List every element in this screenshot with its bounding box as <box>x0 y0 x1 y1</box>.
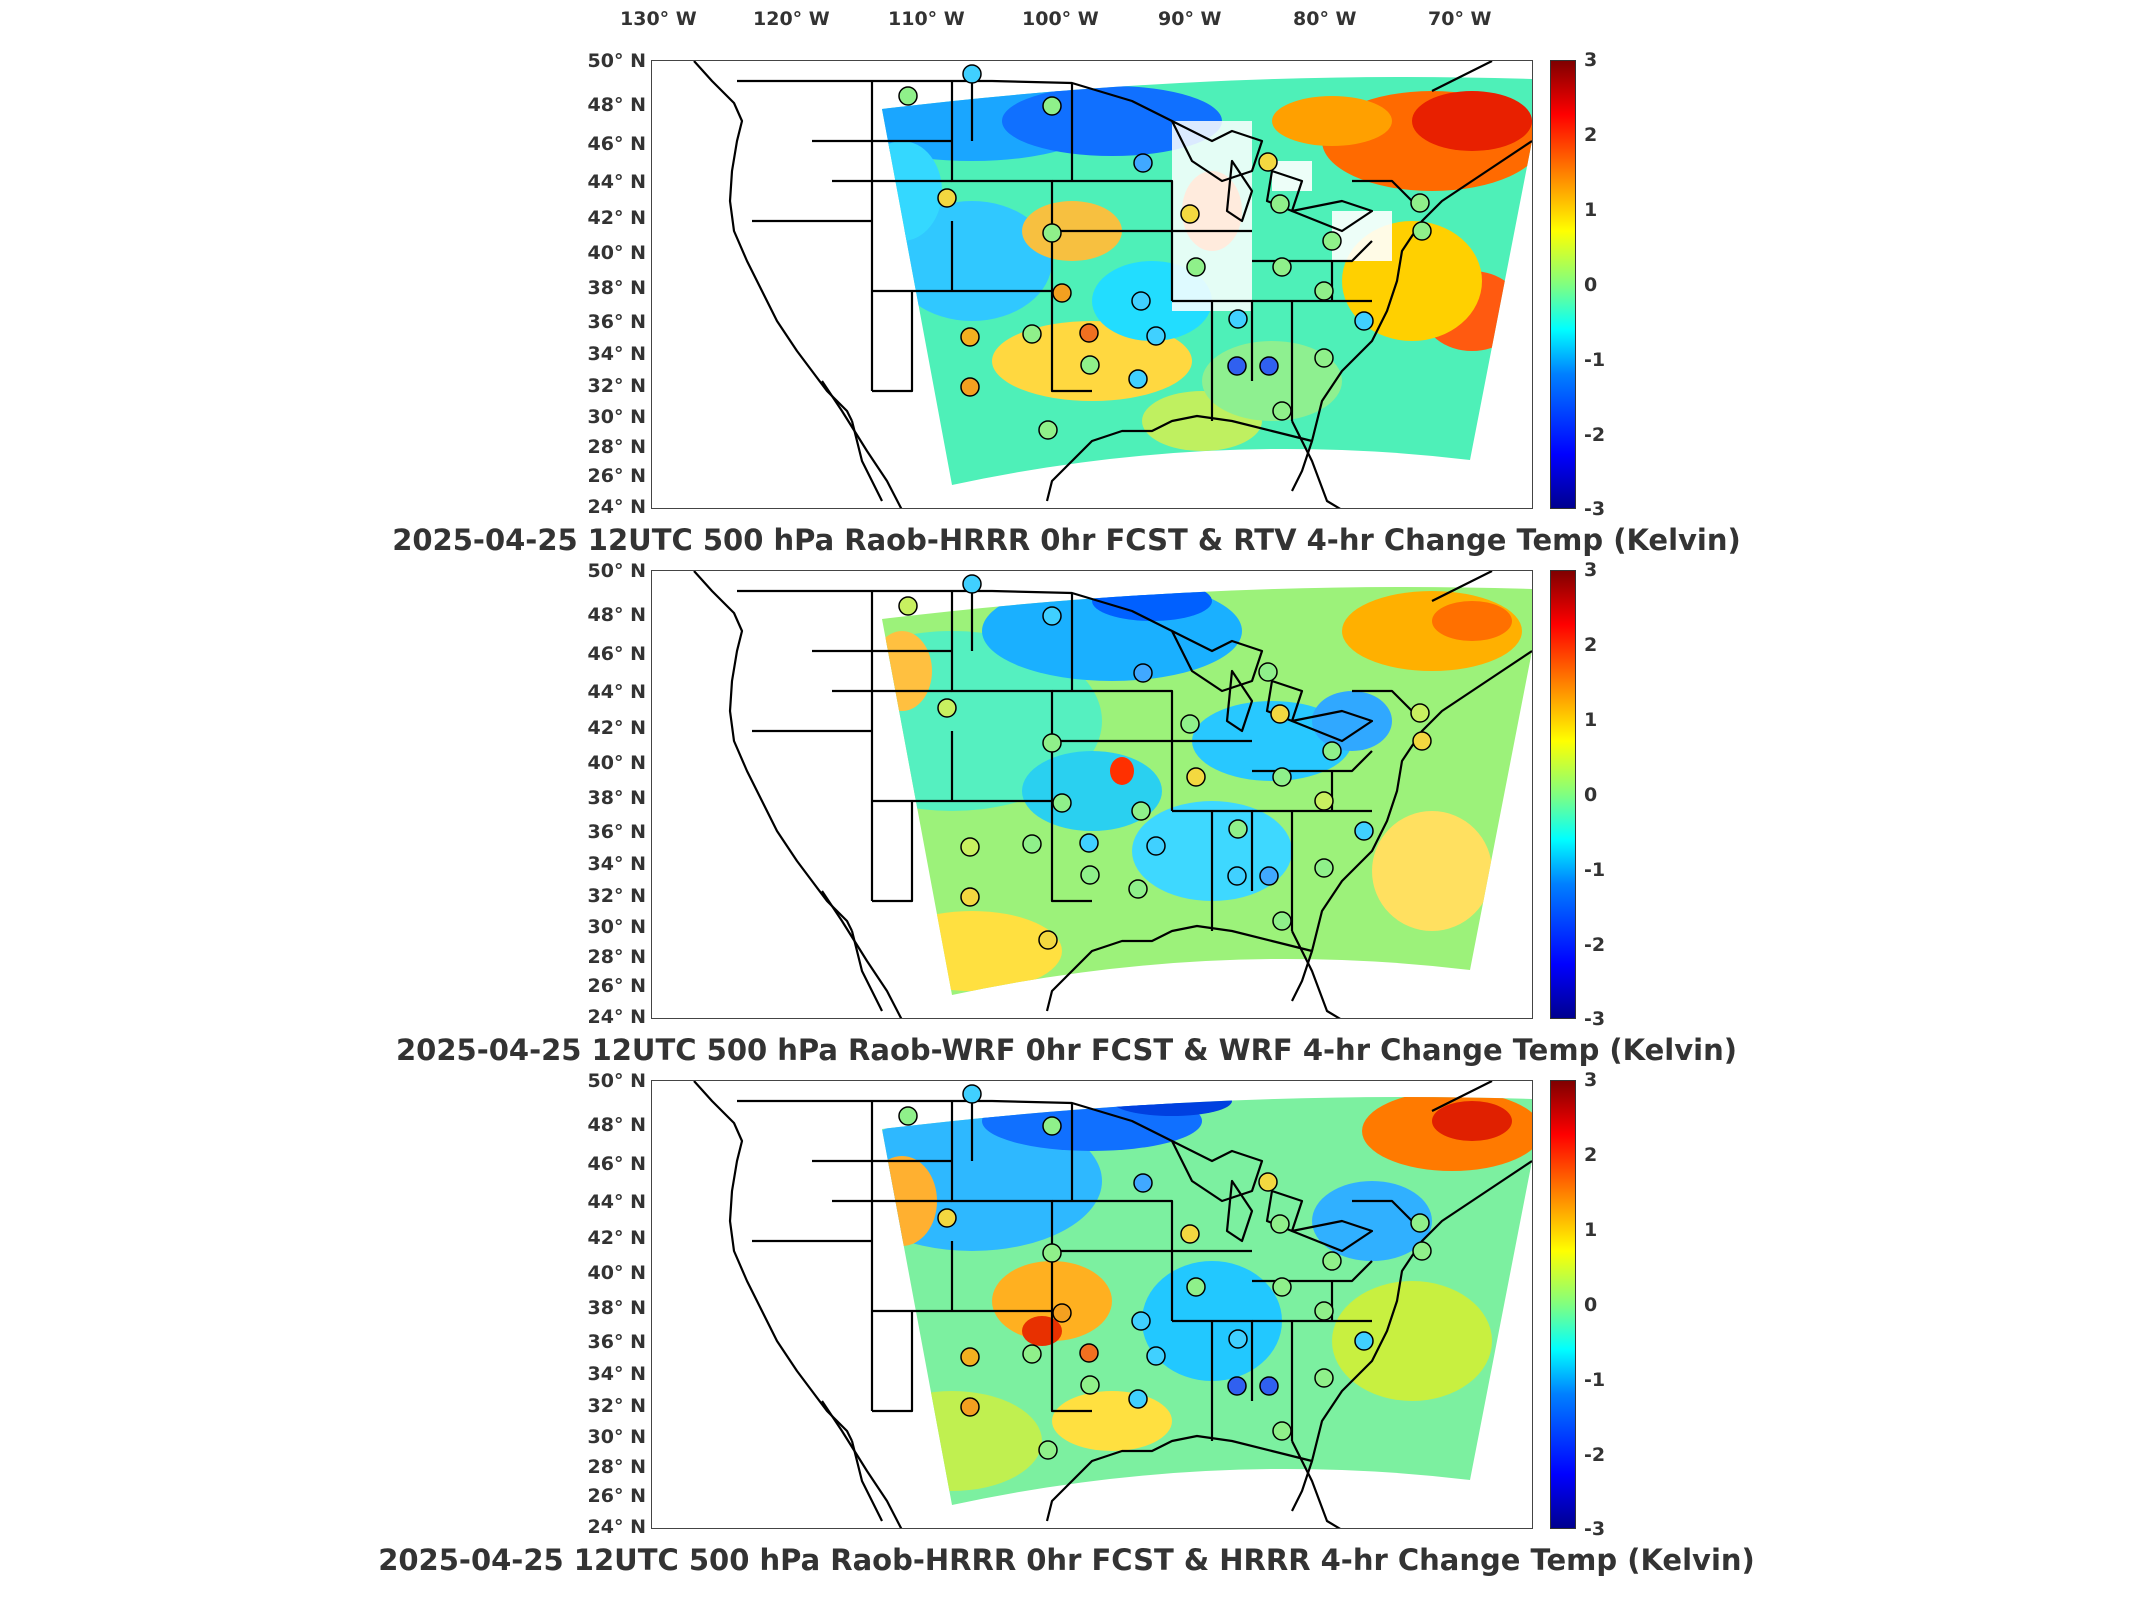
lon-label: 80° W <box>1293 8 1357 30</box>
colorbar-tick: 0 <box>1584 274 1598 296</box>
lat-label: 28° N <box>587 1456 646 1478</box>
lat-label: 38° N <box>587 277 646 299</box>
lat-label: 40° N <box>587 1262 646 1284</box>
lat-label: 26° N <box>587 465 646 487</box>
lat-label: 44° N <box>587 681 646 703</box>
lat-label: 46° N <box>587 133 646 155</box>
colorbar-tick: -3 <box>1584 1008 1606 1030</box>
colorbar-tick: 1 <box>1584 1219 1598 1241</box>
lat-label: 44° N <box>587 1191 646 1213</box>
lat-label: 40° N <box>587 242 646 264</box>
panel-title: 2025-04-25 12UTC 500 hPa Raob-HRRR 0hr F… <box>378 1543 1755 1577</box>
lat-label: 30° N <box>587 916 646 938</box>
colorbar-tick: 1 <box>1584 199 1598 221</box>
colorbar-tick: -1 <box>1584 1369 1606 1391</box>
temperature-change-map <box>652 571 1532 1018</box>
temperature-change-map <box>652 61 1532 508</box>
lon-label: 120° W <box>753 8 830 30</box>
lat-label: 46° N <box>587 1153 646 1175</box>
colorbar-tick: 0 <box>1584 784 1598 806</box>
lat-label: 24° N <box>587 1006 646 1028</box>
lon-label: 110° W <box>888 8 965 30</box>
lat-label: 34° N <box>587 343 646 365</box>
lat-label: 34° N <box>587 853 646 875</box>
colorbar-tick: -1 <box>1584 349 1606 371</box>
lat-label: 28° N <box>587 436 646 458</box>
lon-label: 90° W <box>1158 8 1222 30</box>
colorbar-tick: -3 <box>1584 1518 1606 1540</box>
lon-label: 70° W <box>1428 8 1492 30</box>
colorbar-tick: 2 <box>1584 124 1598 146</box>
lat-label: 36° N <box>587 1331 646 1353</box>
colorbar-tick: 0 <box>1584 1294 1598 1316</box>
lat-label: 46° N <box>587 643 646 665</box>
colorbar-tick: 1 <box>1584 709 1598 731</box>
colorbar-tick: -2 <box>1584 424 1606 446</box>
panel-title: 2025-04-25 12UTC 500 hPa Raob-HRRR 0hr F… <box>392 523 1741 557</box>
colorbar-tick: -1 <box>1584 859 1606 881</box>
lat-label: 42° N <box>587 1227 646 1249</box>
lat-label: 44° N <box>587 171 646 193</box>
lat-label: 34° N <box>587 1363 646 1385</box>
lat-label: 50° N <box>587 560 646 582</box>
colorbar-tick: 3 <box>1584 1069 1598 1091</box>
colorbar-tick: 3 <box>1584 559 1598 581</box>
colorbar-tick: 2 <box>1584 634 1598 656</box>
lat-label: 24° N <box>587 1516 646 1538</box>
lat-label: 26° N <box>587 975 646 997</box>
lat-label: 48° N <box>587 604 646 626</box>
lat-label: 50° N <box>587 1070 646 1092</box>
lat-label: 40° N <box>587 752 646 774</box>
lat-label: 32° N <box>587 1395 646 1417</box>
colorbar <box>1550 1080 1576 1529</box>
lat-label: 42° N <box>587 207 646 229</box>
lon-label: 130° W <box>620 8 697 30</box>
lat-label: 32° N <box>587 375 646 397</box>
lat-label: 36° N <box>587 821 646 843</box>
lon-label: 100° W <box>1022 8 1099 30</box>
colorbar <box>1550 570 1576 1019</box>
map-frame <box>651 570 1533 1019</box>
colorbar-tick: -3 <box>1584 498 1606 520</box>
temperature-change-map <box>652 1081 1532 1528</box>
map-frame <box>651 60 1533 509</box>
lat-label: 50° N <box>587 50 646 72</box>
lat-label: 48° N <box>587 94 646 116</box>
panel-title: 2025-04-25 12UTC 500 hPa Raob-WRF 0hr FC… <box>395 1033 1737 1067</box>
lat-label: 30° N <box>587 1426 646 1448</box>
colorbar-tick: -2 <box>1584 934 1606 956</box>
colorbar-tick: -2 <box>1584 1444 1606 1466</box>
lat-label: 24° N <box>587 496 646 518</box>
lat-label: 42° N <box>587 717 646 739</box>
lat-label: 28° N <box>587 946 646 968</box>
lat-label: 26° N <box>587 1485 646 1507</box>
colorbar-tick: 2 <box>1584 1144 1598 1166</box>
lat-label: 30° N <box>587 406 646 428</box>
map-frame <box>651 1080 1533 1529</box>
lat-label: 38° N <box>587 1297 646 1319</box>
lat-label: 32° N <box>587 885 646 907</box>
colorbar-tick: 3 <box>1584 49 1598 71</box>
lat-label: 48° N <box>587 1114 646 1136</box>
colorbar <box>1550 60 1576 509</box>
lat-label: 36° N <box>587 311 646 333</box>
lat-label: 38° N <box>587 787 646 809</box>
